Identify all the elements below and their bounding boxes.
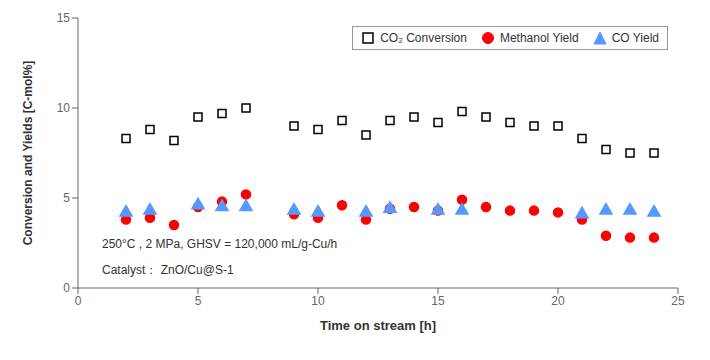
- html-text:CO Yield: CO Yield: [611, 31, 659, 45]
- html-text:CO₂ Conversion: CO₂ Conversion: [380, 31, 467, 45]
- html-text:Methanol Yield: Methanol Yield: [499, 31, 579, 45]
- svg-text:Conversion and Yields [C-mol%]: Conversion and Yields [C-mol%]: [21, 61, 35, 246]
- svg-text:15: 15: [57, 11, 71, 25]
- svg-text:5: 5: [63, 191, 70, 205]
- svg-text:10: 10: [311, 294, 325, 308]
- svg-text:Time on stream [h]: Time on stream [h]: [320, 318, 436, 333]
- svg-text:25: 25: [671, 294, 685, 308]
- html-text:250°C , 2 MPa, GHSV = 120,000: 250°C , 2 MPa, GHSV = 120,000 mL/g-Cu/h: [102, 237, 338, 252]
- svg-text:10: 10: [57, 101, 71, 115]
- svg-text:5: 5: [195, 294, 202, 308]
- svg-text:15: 15: [431, 294, 445, 308]
- svg-text:20: 20: [551, 294, 565, 308]
- svg-text:0: 0: [63, 281, 70, 295]
- html-text:Catalyst： ZnO/Cu@S-1: Catalyst： ZnO/Cu@S-1: [102, 262, 234, 277]
- svg-text:0: 0: [75, 294, 82, 308]
